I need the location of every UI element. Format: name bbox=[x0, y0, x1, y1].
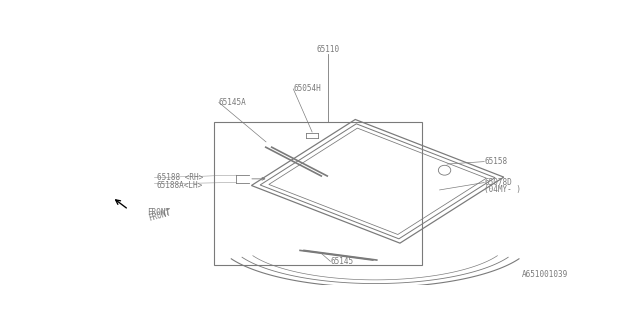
Text: (04MY- ): (04MY- ) bbox=[484, 185, 521, 195]
Bar bbox=[214, 122, 422, 265]
Text: A651001039: A651001039 bbox=[522, 270, 568, 279]
Text: 65145A: 65145A bbox=[219, 98, 246, 107]
Text: FRONT: FRONT bbox=[147, 208, 172, 223]
Text: 65158: 65158 bbox=[484, 157, 508, 166]
Text: 65188A<LH>: 65188A<LH> bbox=[157, 180, 203, 189]
Text: 65054H: 65054H bbox=[293, 84, 321, 93]
Text: 65145: 65145 bbox=[330, 257, 354, 266]
Text: FRONT: FRONT bbox=[147, 208, 170, 217]
Text: 65188 <RH>: 65188 <RH> bbox=[157, 173, 203, 182]
Text: 65078D: 65078D bbox=[484, 178, 512, 187]
Text: 65110: 65110 bbox=[316, 45, 340, 54]
